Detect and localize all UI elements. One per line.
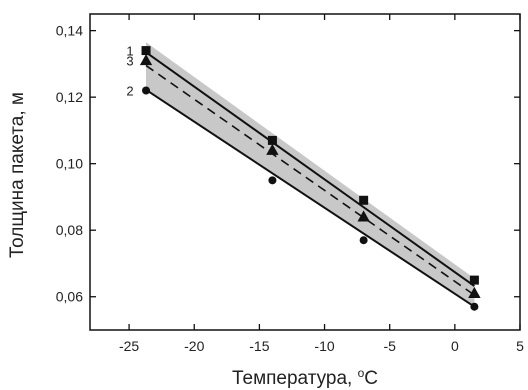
marker-series-1-3	[359, 195, 369, 205]
x-tick-label: 5	[516, 338, 524, 354]
y-tick-label: 0,06	[56, 289, 83, 305]
x-tick-label: -20	[184, 338, 204, 354]
marker-series-3-3	[357, 210, 370, 222]
marker-series-2-1	[142, 86, 151, 95]
marker-series-2-2	[268, 176, 277, 185]
marker-series-1-2	[267, 135, 277, 145]
marker-series-2-4	[470, 302, 479, 311]
x-tick-label: -15	[249, 338, 269, 354]
confidence-band	[146, 42, 475, 307]
fit-line-series-3	[145, 64, 475, 296]
x-axis-title-superscript: o	[358, 366, 365, 380]
series-labels-layer: 1 2 3	[126, 44, 133, 99]
y-tick-label: 0,12	[56, 89, 83, 105]
marker-series-3-1	[139, 54, 153, 66]
confidence-band-layer	[146, 42, 475, 307]
y-tick-label: 0,10	[56, 156, 83, 172]
axes-layer: -25 -20 -15 -10 -5 0 5 0,06 0,08 0,10 0,12 0,14	[56, 13, 524, 354]
x-tick-label: -10	[314, 338, 334, 354]
y-tick-label: 0,08	[56, 222, 83, 238]
series-label-1: 1	[126, 44, 133, 59]
x-tick-label: -25	[119, 338, 139, 354]
series-label-3: 3	[126, 54, 133, 69]
marker-series-2-3	[359, 236, 368, 245]
marker-series-3-2	[266, 143, 279, 155]
fit-line-series-1	[145, 51, 475, 287]
marker-series-1-4	[469, 275, 479, 285]
marker-series-3-4	[468, 286, 481, 298]
plot-frame	[89, 13, 521, 331]
y-axis-title: Толщина пакета, м	[7, 92, 28, 258]
x-axis-title: Температура, oC	[232, 366, 378, 389]
x-tick-label: 0	[451, 338, 459, 354]
y-tick-label: 0,14	[56, 23, 83, 39]
x-tick-label: -5	[383, 338, 396, 354]
series-label-2: 2	[126, 84, 133, 99]
markers-layer	[139, 46, 481, 311]
x-axis-title-unit: C	[364, 368, 378, 389]
fit-lines-layer	[145, 51, 475, 308]
fit-line-series-2	[145, 89, 475, 308]
marker-series-1-1	[141, 46, 151, 56]
